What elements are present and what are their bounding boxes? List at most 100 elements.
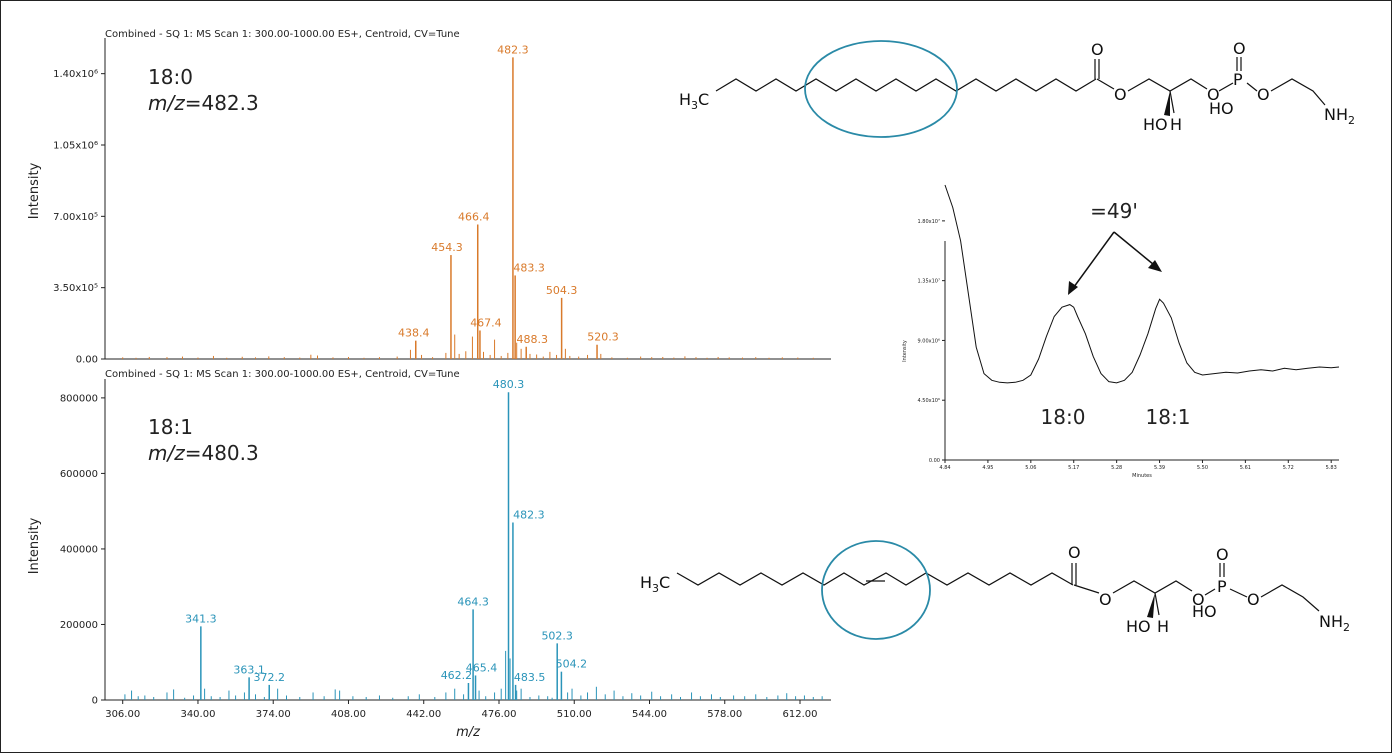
top-header: Combined - SQ 1: MS Scan 1: 300.00-1000.… — [105, 29, 460, 40]
struct1-ch-bond — [1169, 90, 1175, 114]
inset-xtick-label: 4.84 — [939, 465, 950, 471]
spectrum-18-1: Combined - SQ 1: MS Scan 1: 300.00-1000.… — [27, 369, 831, 740]
top-ytick-label: 0.00 — [76, 355, 98, 366]
struct1-o-carbonyl: O — [1091, 40, 1104, 59]
inset-ytick-label: 4.50x10⁶ — [918, 398, 940, 404]
bottom-mz-label: m/z=480.3 — [148, 441, 259, 465]
struct2-highlight-circle — [821, 540, 931, 640]
top-mz-prefix: m/z — [148, 91, 185, 115]
bottom-peak-label: 341.3 — [185, 612, 217, 625]
top-noise-peaks — [122, 334, 814, 359]
structure-18-0: H3C O O HO H O P O HO O NH2 — [679, 39, 1355, 138]
top-ytick-label: 7.00x10⁵ — [53, 212, 98, 223]
struct2-sub3: 3 — [652, 582, 659, 595]
struct2-o-top: O — [1216, 545, 1229, 564]
struct2-o-ester: O — [1099, 590, 1112, 609]
bottom-peaks — [200, 392, 563, 700]
inset-delta-annotation: =49' — [1090, 199, 1138, 223]
struct1-sub2: 2 — [1348, 114, 1355, 127]
struct1-highlight-circle — [804, 40, 958, 138]
struct1-o-ester: O — [1114, 85, 1127, 104]
inset-x-ticks: 4.84 4.95 5.06 5.17 5.28 5.39 5.50 5.61 5.72 5.83 — [939, 460, 1337, 471]
struct1-sub3: 3 — [691, 99, 698, 112]
bottom-peak-label: 480.3 — [493, 378, 525, 391]
struct1-wedge — [1164, 91, 1170, 116]
bottom-peak-label: 504.2 — [556, 658, 588, 671]
struct2-wedge — [1147, 593, 1155, 618]
struct2-ethanolamine — [1260, 584, 1320, 612]
struct1-o-top: O — [1233, 39, 1246, 58]
struct2-c: C — [659, 573, 670, 592]
struct1-p-ho: HO — [1209, 99, 1234, 118]
bottom-xtick-label: 442.00 — [406, 709, 441, 720]
inset-xtick-label: 5.50 — [1197, 465, 1208, 471]
spectrum-18-0: Combined - SQ 1: MS Scan 1: 300.00-1000.… — [27, 29, 831, 366]
top-peak-label: 482.3 — [497, 43, 529, 56]
inset-ytick-label: 1.35x10⁷ — [918, 279, 940, 285]
bottom-xtick-label: 544.00 — [632, 709, 667, 720]
struct2-po-bond — [1204, 588, 1216, 596]
struct1-p: P — [1233, 70, 1243, 89]
bottom-peak-label: 483.5 — [514, 671, 546, 684]
bottom-peak-label: 464.3 — [457, 595, 489, 608]
struct2-nh2: NH2 — [1319, 612, 1350, 634]
inset-ytick-label: 0.00 — [929, 458, 940, 464]
top-y-ticks: 0.00 3.50x10⁵ 7.00x10⁵ 1.05x10⁶ 1.40x10⁶ — [53, 69, 105, 366]
struct1-nh2: NH2 — [1324, 105, 1355, 127]
bottom-ytick-label: 800000 — [60, 393, 98, 404]
top-peak-label: 466.4 — [458, 210, 490, 223]
top-ytick-label: 1.05x10⁶ — [53, 141, 98, 152]
inset-arrow-left — [1070, 231, 1115, 292]
bottom-xlabel: m/z — [456, 725, 481, 740]
top-peaks — [415, 57, 598, 359]
bottom-ylabel: Intensity — [27, 517, 42, 574]
bottom-xtick-label: 476.00 — [481, 709, 516, 720]
inset-xlabel: Minutes — [1132, 473, 1152, 479]
inset-peak-label-18-0: 18:0 — [1041, 405, 1086, 429]
inset-ytick-label: 9.00x10⁶ — [918, 338, 940, 344]
struct2-p-ho: HO — [1192, 602, 1217, 621]
top-mz-label: m/z=482.3 — [148, 91, 259, 115]
struct2-h3c: H3C — [640, 573, 670, 595]
struct2-ho: HO — [1126, 617, 1151, 636]
inset-xtick-label: 5.72 — [1283, 465, 1294, 471]
structure-18-1: H3C O O HO H O P O HO O NH2 — [640, 540, 1350, 640]
inset-trace — [944, 184, 1340, 384]
inset-arrowhead-left — [1068, 281, 1078, 295]
struct1-ethanolamine — [1270, 78, 1326, 106]
bottom-peak-label: 363.1 — [233, 663, 265, 676]
struct1-ester-bond — [1096, 78, 1115, 90]
bottom-species-label: 18:1 — [148, 415, 193, 439]
bottom-noise-peaks — [124, 650, 823, 700]
struct1-o-phosphate: O — [1207, 85, 1220, 104]
struct1-ho: HO — [1143, 115, 1168, 134]
struct2-ch-bond — [1154, 592, 1160, 616]
bottom-ytick-label: 200000 — [60, 620, 98, 631]
struct2-sub2: 2 — [1343, 621, 1350, 634]
inset-arrowhead-right — [1148, 260, 1162, 272]
struct1-chain — [715, 78, 1097, 92]
bottom-y-ticks: 0 200000 400000 600000 800000 — [60, 393, 105, 707]
top-mz-value: =482.3 — [185, 91, 259, 115]
top-peak-label: 438.4 — [398, 327, 430, 340]
bottom-peak-label: 482.3 — [513, 509, 545, 522]
struct1-po-bond — [1218, 82, 1234, 92]
inset-xtick-label: 5.06 — [1025, 465, 1036, 471]
top-species-label: 18:0 — [148, 65, 193, 89]
inset-xtick-label: 5.17 — [1068, 465, 1079, 471]
bottom-mz-value: =480.3 — [185, 441, 259, 465]
bottom-header: Combined - SQ 1: MS Scan 1: 300.00-1000.… — [105, 369, 460, 380]
bottom-xtick-label: 578.00 — [707, 709, 742, 720]
struct2-chain — [676, 572, 1074, 586]
top-ylabel: Intensity — [27, 162, 42, 219]
struct2-p: P — [1217, 577, 1227, 596]
inset-arrow-right — [1113, 231, 1160, 270]
top-peak-label: 467.4 — [470, 316, 502, 329]
bottom-xtick-label: 612.00 — [783, 709, 818, 720]
bottom-peak-label: 502.3 — [541, 629, 573, 642]
struct2-p-o-bond — [1229, 588, 1248, 598]
struct2-o-ethanolamine: O — [1247, 590, 1260, 609]
inset-xtick-label: 5.61 — [1240, 465, 1251, 471]
struct2-o-carbonyl: O — [1068, 543, 1081, 562]
